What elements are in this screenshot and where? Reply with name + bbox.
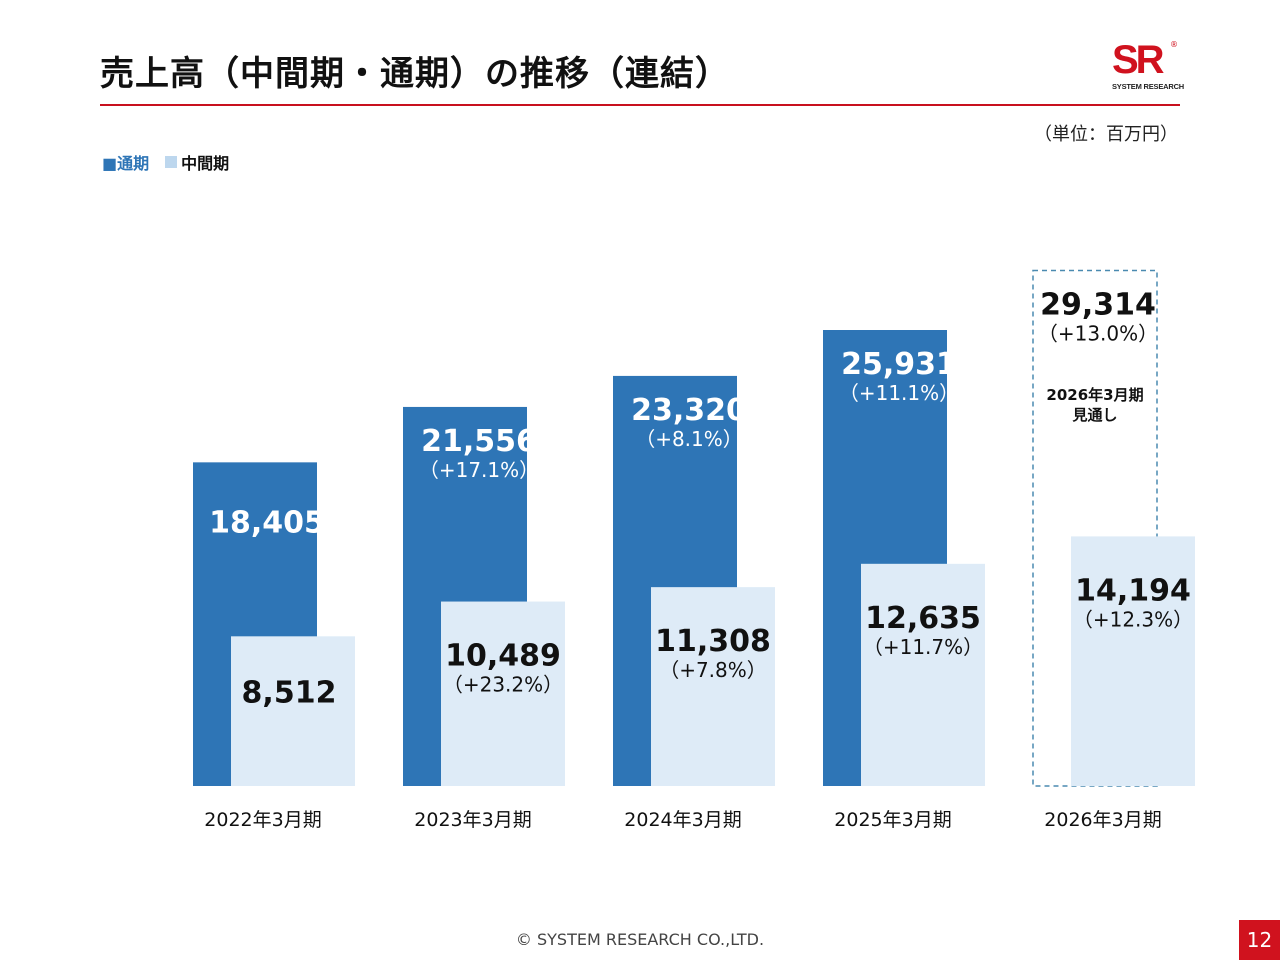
full-year-value-3: 25,931 [841,347,957,382]
interim-bar-2 [651,587,775,786]
forecast-note-line2: 見通し [1071,406,1117,424]
company-logo: SR ® SYSTEM RESEARCH [1112,38,1185,94]
interim-value-4: 14,194 [1075,573,1191,608]
interim-growth-1: （+23.2%） [443,673,563,697]
interim-bar-3 [861,563,985,786]
x-tick-label-3: 2025年3月期 [834,809,951,831]
interim-bar-1 [441,601,565,786]
chart-legend: ■通期 中間期 [102,150,239,174]
interim-bar-0 [231,636,355,786]
sales-bar-chart: 18,4058,5122022年3月期21,556（+17.1%）10,489（… [193,269,1195,831]
full-year-value-2: 23,320 [631,393,747,428]
full-year-growth-2: （+8.1%） [635,427,743,451]
forecast-note-line1: 2026年3月期 [1046,386,1143,404]
interim-growth-2: （+7.8%） [659,658,767,682]
x-tick-label-1: 2023年3月期 [414,809,531,831]
interim-value-0: 8,512 [242,675,337,710]
interim-value-3: 12,635 [865,601,981,636]
logo-mark: SR [1112,38,1165,82]
interim-value-2: 11,308 [655,624,771,659]
legend-full-year: ■通期 [102,150,149,174]
copyright-footer: © SYSTEM RESEARCH CO.,LTD. [515,930,765,949]
page-title: 売上高（中間期・通期）の推移（連結） [100,54,730,94]
x-tick-label-2: 2024年3月期 [624,809,741,831]
unit-label: （単位：百万円） [1034,124,1178,145]
interim-value-1: 10,489 [445,639,561,674]
interim-growth-3: （+11.7%） [863,635,983,659]
x-tick-label-0: 2022年3月期 [204,809,321,831]
full-year-value-4: 29,314 [1040,288,1156,323]
logo-registered-mark: ® [1170,40,1178,49]
interim-growth-4: （+12.3%） [1073,607,1193,631]
legend-full-year-label: ■通期 [102,154,150,173]
full-year-growth-1: （+17.1%） [419,458,539,482]
legend-interim-swatch [165,156,178,168]
legend-interim-label: 中間期 [181,154,230,173]
title-divider [100,104,1180,106]
x-tick-label-4: 2026年3月期 [1044,809,1161,831]
forecast-bar-4 [1032,269,1158,787]
page-number: 12 [1239,920,1280,960]
logo-text: SYSTEM RESEARCH [1112,82,1185,91]
legend-interim: 中間期 [165,150,229,174]
interim-bar-4 [1071,536,1195,786]
full-year-value-0: 18,405 [209,505,325,540]
full-year-growth-3: （+11.1%） [839,381,959,405]
full-year-value-1: 21,556 [421,424,537,459]
full-year-growth-4: （+13.0%） [1038,322,1158,346]
